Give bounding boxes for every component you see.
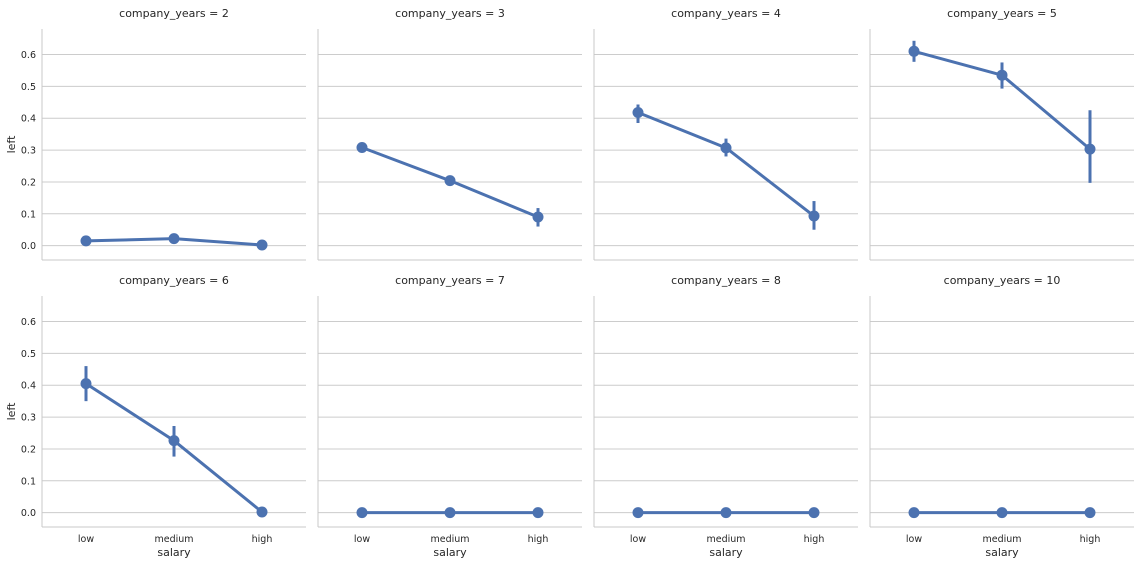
data-point xyxy=(908,507,920,519)
y-tick-label: 0.5 xyxy=(21,82,36,93)
panel-title: company_years = 10 xyxy=(944,274,1061,287)
panel-title: company_years = 3 xyxy=(395,7,505,20)
data-point xyxy=(256,506,268,518)
data-point xyxy=(996,507,1008,519)
y-tick-label: 0.4 xyxy=(21,381,36,392)
y-axis-label: left xyxy=(5,402,18,421)
data-point xyxy=(168,435,180,447)
data-point xyxy=(80,378,92,390)
y-tick-label: 0.2 xyxy=(21,444,36,455)
data-point xyxy=(996,69,1008,81)
x-axis-label: salary xyxy=(985,546,1019,559)
x-tick-label: medium xyxy=(154,534,193,545)
panel-title: company_years = 4 xyxy=(671,7,781,20)
y-tick-label: 0.6 xyxy=(21,317,36,328)
y-tick-label: 0.0 xyxy=(21,508,36,519)
facet-panel: company_years = 4 xyxy=(593,7,858,261)
x-tick-label: low xyxy=(354,534,370,545)
data-point xyxy=(356,507,368,519)
data-point xyxy=(720,142,732,154)
data-point xyxy=(444,507,456,519)
data-point xyxy=(444,175,456,187)
y-tick-label: 0.6 xyxy=(21,50,36,61)
panel-title: company_years = 2 xyxy=(119,7,229,20)
y-tick-label: 0.5 xyxy=(21,349,36,360)
facet-panel: company_years = 6 0.0 0.1 0.2 0.3 0.4 0.5 0.6 le… xyxy=(5,274,306,559)
facet-panel: company_years = 5 xyxy=(869,7,1134,261)
y-axis-label: left xyxy=(5,135,18,154)
panel-title: company_years = 7 xyxy=(395,274,505,287)
data-point xyxy=(356,142,368,154)
data-point xyxy=(1084,507,1096,519)
data-point xyxy=(1084,143,1096,155)
facet-panel: company_years = 3 xyxy=(317,7,582,261)
x-axis-label: salary xyxy=(709,546,743,559)
x-tick-label: low xyxy=(78,534,94,545)
x-axis-label: salary xyxy=(157,546,191,559)
data-point xyxy=(808,507,820,519)
y-tick-label: 0.0 xyxy=(21,241,36,252)
data-point xyxy=(256,239,268,251)
y-tick-label: 0.2 xyxy=(21,177,36,188)
facet-panel: company_years = 8 low medium high salary xyxy=(593,274,858,559)
data-point xyxy=(80,235,92,247)
x-tick-label: high xyxy=(1080,534,1101,545)
y-tick-label: 0.1 xyxy=(21,209,36,220)
panel-title: company_years = 5 xyxy=(947,7,1057,20)
facet-panel: company_years = 10 low medium high salary xyxy=(869,274,1134,559)
y-tick-label: 0.3 xyxy=(21,146,36,157)
y-tick-label: 0.1 xyxy=(21,476,36,487)
x-tick-label: high xyxy=(252,534,273,545)
data-point xyxy=(808,210,820,222)
y-tick-label: 0.4 xyxy=(21,114,36,125)
panel-title: company_years = 8 xyxy=(671,274,781,287)
data-point xyxy=(632,106,644,118)
data-point xyxy=(908,45,920,57)
data-point xyxy=(168,233,180,245)
data-point xyxy=(632,507,644,519)
x-tick-label: low xyxy=(630,534,646,545)
x-axis-label: salary xyxy=(433,546,467,559)
facet-panel: company_years = 2 0.0 0.1 0.2 0.3 0.4 0.5 0.6 le… xyxy=(5,7,306,261)
data-point xyxy=(720,507,732,519)
x-tick-label: high xyxy=(528,534,549,545)
x-tick-label: medium xyxy=(982,534,1021,545)
data-point xyxy=(532,211,544,223)
x-tick-label: medium xyxy=(430,534,469,545)
y-tick-label: 0.3 xyxy=(21,413,36,424)
facet-panel: company_years = 7 low medium high salary xyxy=(317,274,582,559)
data-point xyxy=(532,507,544,519)
x-tick-label: medium xyxy=(706,534,745,545)
panel-title: company_years = 6 xyxy=(119,274,229,287)
series-line xyxy=(636,110,816,218)
x-tick-label: high xyxy=(804,534,825,545)
x-tick-label: low xyxy=(906,534,922,545)
